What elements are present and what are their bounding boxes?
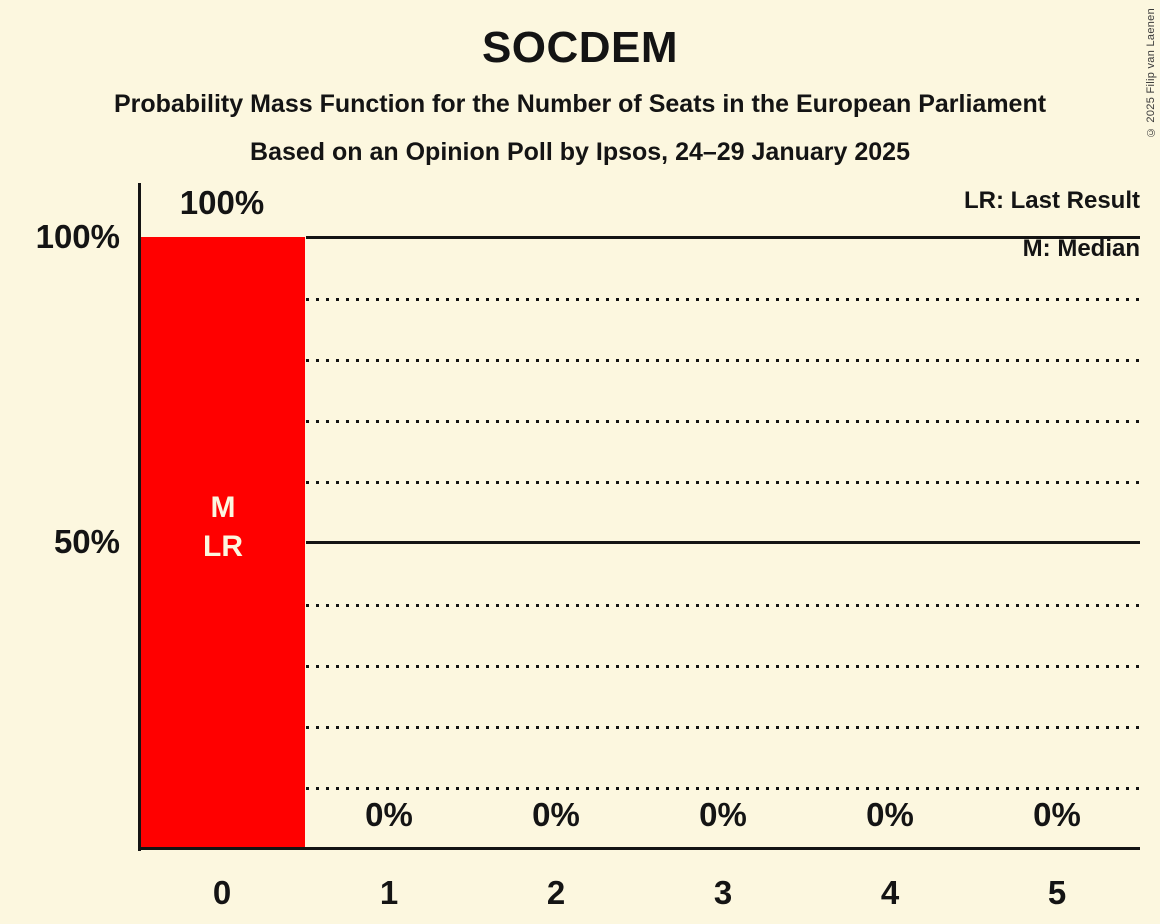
gridline-30-dotted (306, 665, 1140, 668)
x-tick-label-3: 3 (713, 874, 733, 911)
gridline-10-dotted (306, 787, 1140, 790)
y-tick-label-50: 50% (53, 523, 120, 560)
copyright-notice: © 2025 Filip van Laenen (1145, 8, 1157, 139)
x-tick-label-2: 2 (546, 874, 566, 911)
gridline-70-dotted (306, 420, 1140, 423)
gridline-90-dotted (306, 298, 1140, 301)
y-tick-label-100: 100% (35, 218, 120, 255)
bar-median-label: M (210, 491, 236, 524)
x-axis-line (138, 847, 1140, 850)
bar-value-label-0: 100% (179, 184, 265, 221)
chart-subtitle-line1: Probability Mass Function for the Number… (113, 90, 1047, 118)
chart-subtitle-line2: Based on an Opinion Poll by Ipsos, 24–29… (250, 138, 910, 166)
x-tick-label-1: 1 (379, 874, 399, 911)
x-tick-label-4: 4 (880, 874, 900, 911)
bar-value-label-3: 0% (699, 796, 747, 833)
gridline-20-dotted (306, 726, 1140, 729)
gridline-80-dotted (306, 359, 1140, 362)
y-axis-line (138, 183, 141, 851)
gridline-100-solid (306, 236, 1140, 239)
gridline-40-dotted (306, 604, 1140, 607)
x-tick-label-0: 0 (212, 874, 232, 911)
bar-value-label-1: 0% (365, 796, 413, 833)
bar-0-seats (141, 237, 305, 847)
bar-last-result-label: LR (203, 530, 243, 563)
bar-0-annotations: M LR (141, 488, 305, 566)
legend-median: M: Median (1022, 235, 1140, 262)
bar-value-label-2: 0% (532, 796, 580, 833)
gridline-50-solid (306, 541, 1140, 544)
bar-value-label-4: 0% (866, 796, 914, 833)
x-tick-label-5: 5 (1047, 874, 1067, 911)
legend-last-result: LR: Last Result (963, 187, 1140, 214)
bar-value-label-5: 0% (1033, 796, 1081, 833)
chart-title: SOCDEM (481, 23, 679, 72)
gridline-60-dotted (306, 481, 1140, 484)
